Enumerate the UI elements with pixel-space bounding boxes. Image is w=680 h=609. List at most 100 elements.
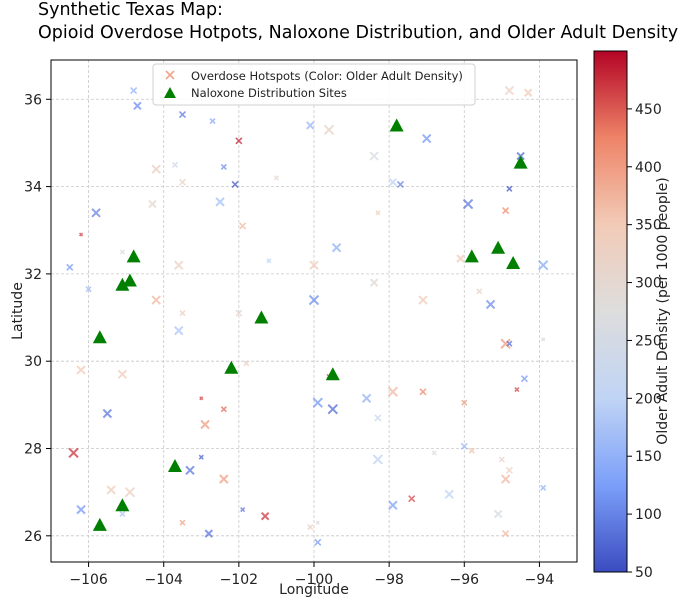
naloxone-site-marker (464, 249, 479, 263)
hotspot-marker (209, 118, 216, 125)
hotspot-marker (369, 151, 379, 161)
hotspot-marker (106, 485, 116, 495)
hotspot-marker (148, 199, 157, 209)
hotspot-marker (117, 369, 128, 380)
x-tick-label: −106 (69, 572, 108, 588)
legend-naloxone-marker (164, 87, 176, 98)
hotspot-marker (500, 474, 511, 484)
hotspot-marker (514, 387, 520, 393)
hotspot-marker (260, 511, 270, 521)
hotspot-marker (387, 386, 399, 397)
y-tick-label: 34 (24, 180, 42, 196)
hotspot-marker (215, 197, 225, 207)
hotspot-marker (331, 242, 342, 253)
x-tick-label: −100 (295, 572, 333, 588)
hotspot-marker (66, 263, 74, 271)
hotspot-marker (76, 365, 86, 375)
colorbar-ticks: 50 100 150 200 250 300 350 400 450 (627, 102, 662, 581)
hotspot-marker (266, 258, 272, 264)
legend-box (152, 63, 476, 106)
hotspot-marker (505, 466, 513, 474)
hotspot-marker (408, 495, 416, 503)
hotspot-marker (388, 178, 398, 187)
hotspot-marker (119, 249, 125, 255)
colorbar-tick-label: 250 (635, 333, 662, 349)
y-tick-label: 36 (24, 92, 42, 108)
hotspot-marker (174, 325, 184, 336)
hotspot-marker (171, 161, 179, 168)
hotspot-marker (419, 388, 427, 396)
hotspot-marker (179, 519, 186, 526)
colorbar-tick-label: 50 (635, 565, 653, 581)
hotspot-marker (468, 447, 475, 454)
naloxone-site-marker (122, 273, 137, 287)
y-tick-label: 28 (24, 442, 42, 458)
hotspot-marker (506, 185, 513, 192)
colorbar-label: Older Adult Density (per 1000 people) (655, 177, 671, 444)
legend-naloxone-label: Naloxone Distribution Sites (191, 86, 347, 100)
hotspot-marker (240, 507, 246, 513)
hotspot-marker (369, 278, 379, 287)
colorbar-tick-label: 150 (635, 449, 662, 465)
hotspot-marker (361, 393, 372, 404)
hotspot-marker (85, 286, 92, 293)
colorbar (593, 50, 628, 573)
naloxone-site-marker (506, 255, 521, 269)
naloxone-site-marker (92, 517, 107, 531)
hotspot-marker (306, 121, 315, 130)
hotspot-marker (200, 419, 210, 430)
naloxone-site-marker (115, 498, 130, 512)
legend: Overdose Hotspots (Color: Older Adult De… (152, 63, 476, 106)
hotspot-marker (540, 484, 547, 491)
hotspot-marker (502, 207, 510, 215)
legend-hotspot-marker (165, 70, 175, 80)
hotspot-marker (396, 180, 404, 188)
hotspot-marker (523, 88, 533, 97)
hotspot-marker (502, 530, 510, 538)
hotspot-marker (388, 500, 398, 510)
hotspot-marker (323, 124, 335, 136)
hotspot-marker (91, 208, 101, 218)
x-tick-label: −104 (144, 572, 183, 588)
hotspot-marker (315, 520, 320, 525)
hotspot-marker (485, 299, 496, 310)
hotspot-marker (235, 137, 243, 145)
colorbar-tick-label: 450 (635, 102, 662, 118)
hotspot-marker (204, 529, 214, 538)
hotspot-marker (178, 178, 187, 186)
colorbar-tick-label: 200 (635, 391, 662, 407)
x-tick-label: −102 (220, 572, 258, 588)
naloxone-site-marker (254, 310, 269, 324)
hotspot-marker (174, 260, 184, 270)
hotspot-marker (418, 295, 428, 305)
hotspot-marker (456, 254, 465, 263)
hotspot-marker (239, 222, 247, 230)
x-tick-label: −94 (525, 572, 555, 588)
hotspot-marker (307, 524, 314, 531)
hotspot-marker (308, 294, 320, 306)
hotspot-marker (219, 474, 229, 484)
chart-title-line2: Opioid Overdose Hotpots, Naloxone Distri… (38, 23, 678, 43)
hotspot-marker (124, 486, 136, 498)
hotspot-marker (220, 163, 227, 171)
hotspot-marker (327, 404, 338, 415)
hotspot-marker (199, 396, 204, 401)
colorbar-tick-label: 100 (635, 507, 662, 523)
hotspot-marker (273, 175, 279, 181)
y-tick-label: 32 (24, 267, 42, 283)
hotspot-marker (375, 210, 381, 216)
colorbar-tick-label: 400 (635, 160, 662, 176)
hotspot-marker (76, 504, 86, 515)
hotspot-marker (151, 295, 161, 305)
naloxone-site-marker (167, 458, 182, 472)
naloxone-site-marker (126, 249, 141, 263)
grid (51, 60, 577, 562)
hotspot-marker (220, 406, 227, 413)
plot-marks (66, 85, 549, 546)
naloxone-site-marker (115, 277, 130, 291)
y-tick-label: 26 (24, 529, 42, 545)
hotspot-marker (372, 454, 384, 465)
hotspot-marker (498, 456, 505, 463)
hotspot-marker (462, 198, 474, 210)
hotspot-marker (493, 509, 503, 519)
